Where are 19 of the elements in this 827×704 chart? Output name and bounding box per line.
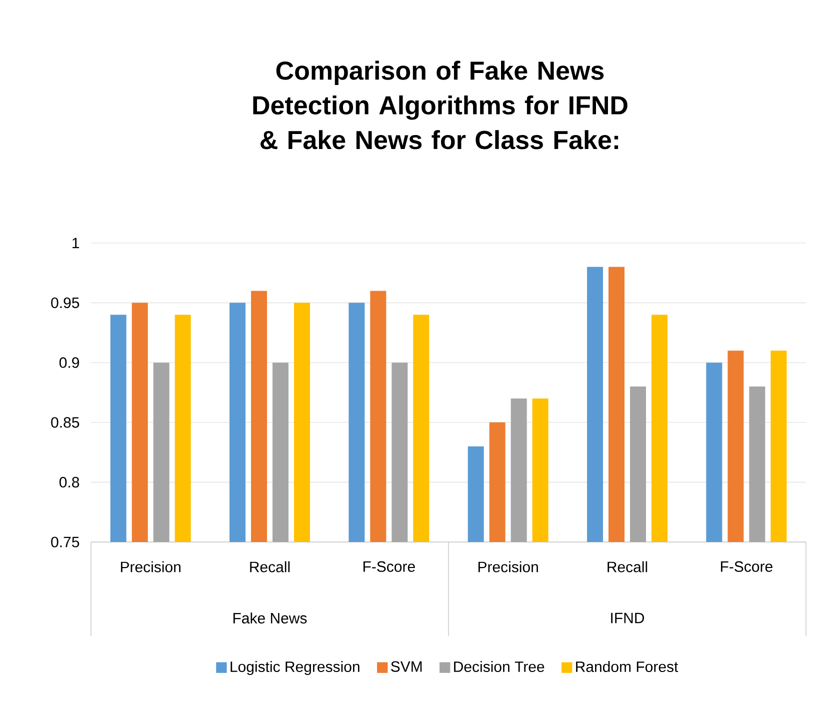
y-tick-label: 1 bbox=[72, 238, 80, 248]
legend-label: Logistic Regression bbox=[230, 661, 360, 676]
y-tick-label: 0.85 bbox=[51, 417, 80, 428]
x-tick-label: F-Score bbox=[363, 561, 415, 572]
x-tick-label: F-Score bbox=[720, 561, 772, 572]
y-tick-label: 0.9 bbox=[59, 357, 80, 368]
y-tick-label: 0.75 bbox=[51, 536, 80, 548]
y-tick-label: 0.8 bbox=[59, 476, 80, 488]
x-tick-label: Recall bbox=[608, 561, 648, 572]
text: IFND bbox=[611, 612, 644, 624]
text: Fake News bbox=[233, 612, 307, 624]
legend-label: Decision Tree bbox=[454, 661, 544, 672]
chart-title: Comparison of Fake News Detection Algorithms for IFND & Fake News for Class Fake: bbox=[253, 60, 628, 150]
legend-label: Random Forest bbox=[576, 661, 678, 672]
x-tick-label: Precision bbox=[478, 561, 538, 572]
x-tick-label: Recall bbox=[250, 561, 290, 572]
legend-label: SVM bbox=[391, 661, 422, 672]
x-tick-label: Precision bbox=[120, 561, 180, 572]
y-tick-label: 0.95 bbox=[51, 297, 80, 308]
